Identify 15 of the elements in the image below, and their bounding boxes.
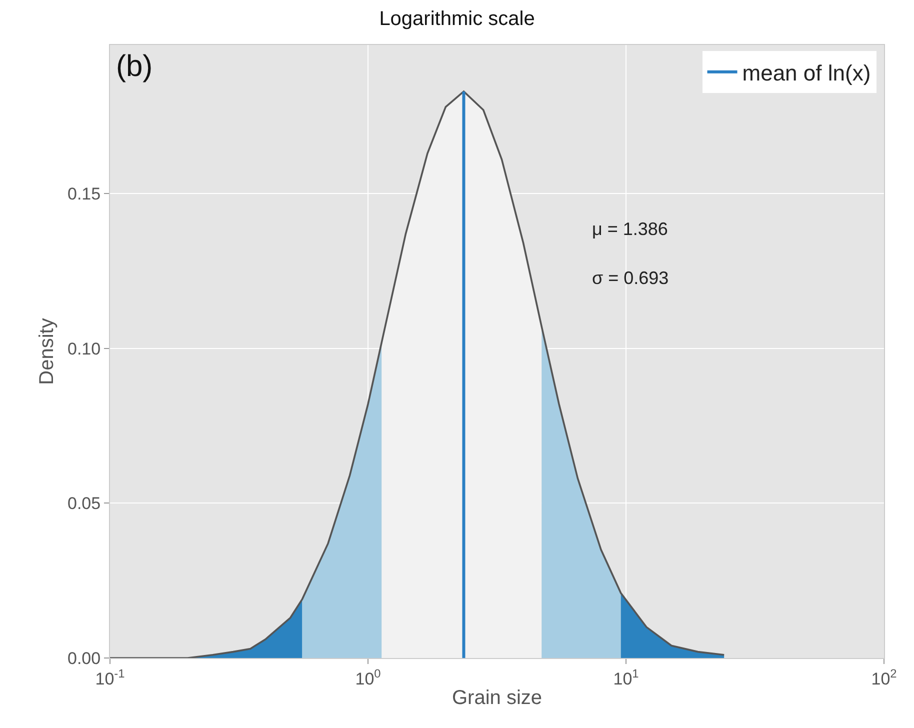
x-tick-label: 10$^{0}$ <box>355 666 382 688</box>
annotation: μ = 1.386 <box>592 219 668 239</box>
y-tick-label: 0.05 <box>68 494 101 514</box>
y-tick-label: 0.15 <box>68 184 101 204</box>
annotation: σ = 0.693 <box>592 268 669 288</box>
legend-label: mean of ln(x) <box>742 60 871 86</box>
annotation: (b) <box>116 50 153 83</box>
x-axis-title: Grain size <box>452 686 542 709</box>
x-tick-label: 10$^{1}$ <box>613 666 640 688</box>
y-axis-title: Density <box>36 318 58 385</box>
chart-title: Logarithmic scale <box>379 8 535 30</box>
x-tick-label: 10$^{2}$ <box>871 666 898 688</box>
y-tick-label: 0.10 <box>68 339 101 358</box>
x-tick-label: 10$^{-1}$ <box>95 666 126 688</box>
y-tick-label: 0.00 <box>68 648 101 668</box>
